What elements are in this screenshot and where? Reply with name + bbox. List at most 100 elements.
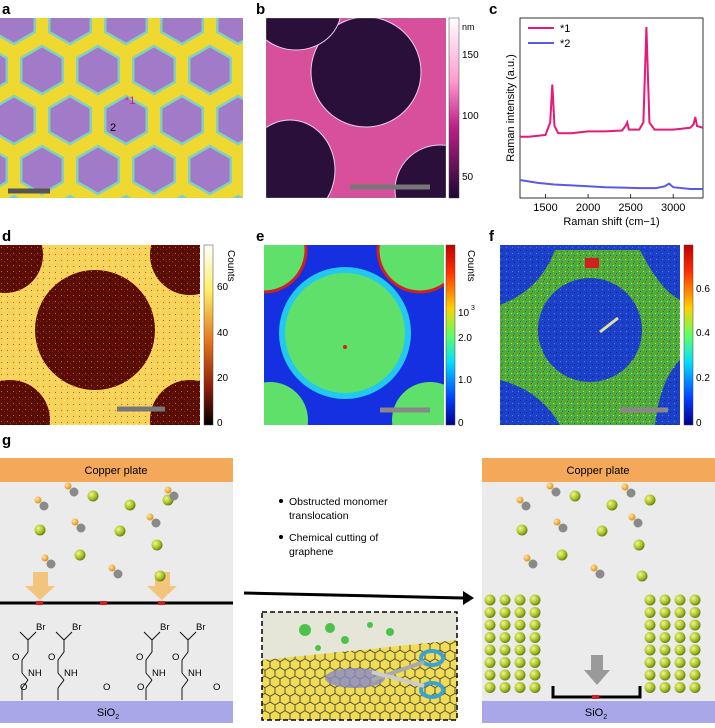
panel-label-e: e — [256, 228, 264, 245]
monomer-ball — [484, 619, 496, 631]
copper-plate — [0, 458, 233, 482]
panel-f-colorbar-tick: 0.2 — [696, 373, 710, 384]
monomer-ball — [689, 607, 701, 618]
monomer-ball — [529, 657, 541, 668]
orange-atom — [164, 486, 172, 494]
bond — [21, 651, 29, 661]
hex-hole — [131, 44, 177, 96]
orange-atom — [41, 554, 49, 562]
monomer-ball — [689, 657, 701, 668]
panel-label-a: a — [2, 1, 11, 18]
monomer-ball — [633, 539, 645, 551]
atom-label: O — [12, 652, 19, 663]
grey-atom — [151, 518, 161, 528]
monomer-ball — [514, 669, 526, 681]
grey-atom — [558, 523, 568, 533]
monomer-ball — [659, 644, 671, 656]
orange-atom — [546, 482, 554, 490]
hex-hole — [131, 144, 177, 196]
orange-atom — [590, 564, 598, 572]
hex-hole — [159, 18, 205, 46]
monomer-ball — [484, 682, 496, 693]
x-axis-label: Raman shift (cm−1) — [563, 216, 659, 228]
process-arrow — [243, 591, 464, 600]
monomer-ball — [514, 619, 526, 631]
hex-hole — [215, 18, 243, 46]
monomer-ball — [659, 669, 671, 681]
bond — [179, 631, 189, 641]
monomer-ball — [659, 632, 671, 643]
hex-hole — [232, 194, 243, 198]
panel-e-colorbar-tick: 10 — [458, 308, 470, 319]
monomer-ball — [659, 619, 671, 631]
initiator-molecule — [34, 496, 49, 511]
panel-g-right-schematic: Copper plate SiO2 — [482, 458, 715, 723]
bond — [145, 679, 153, 689]
monomer-ball — [499, 594, 511, 606]
atom-label: NH — [188, 668, 202, 679]
hex-hole — [0, 52, 9, 88]
initiator-molecule — [516, 496, 531, 511]
bond — [181, 679, 189, 689]
orange-atom — [628, 513, 636, 521]
initiator-structure: Br O NH — [172, 622, 206, 700]
orange-atom — [71, 518, 79, 526]
monomer-ball — [606, 499, 618, 511]
initiator-molecule — [523, 554, 538, 569]
sio2-substrate — [482, 701, 715, 723]
hex-hole — [120, 194, 132, 198]
panel-label-d: d — [2, 228, 11, 245]
hex-hole — [159, 94, 205, 146]
panel-f-colorbar-tick: 0.4 — [696, 328, 710, 339]
plot-frame — [519, 17, 704, 199]
panel-e-colorbar-tick: 2.0 — [458, 333, 472, 344]
panel-b-colorbar-unit: nm — [462, 22, 475, 32]
monomer-ball — [114, 525, 126, 537]
monomer-ball — [514, 594, 526, 606]
monomer-ball — [674, 607, 686, 618]
monomer-ball — [87, 490, 99, 502]
orange-atom — [553, 518, 561, 526]
monomer-ball — [514, 657, 526, 668]
panel-d-colorbar-tick: 20 — [217, 373, 229, 384]
panel-d-colorbar-tick: 40 — [217, 328, 229, 339]
legend-entry: *2 — [560, 38, 570, 50]
panel-a-point-1-label: *1 — [125, 95, 135, 107]
arrow-down-icon — [147, 572, 177, 600]
monomer-ball — [674, 594, 686, 606]
monomer-ball — [689, 632, 701, 643]
monomer-ball — [516, 524, 528, 536]
panel-d-colorbar-tick: 60 — [217, 282, 229, 293]
monomer-ball — [636, 570, 648, 582]
initiator-molecule — [108, 564, 123, 579]
hex-hole — [273, 196, 315, 244]
monomer-ball — [689, 644, 701, 656]
bond — [187, 631, 197, 641]
hex-hole — [19, 44, 65, 96]
panel-d-colorbar-tick: 0 — [217, 418, 223, 429]
bond — [19, 631, 29, 641]
hex-hole — [75, 44, 121, 96]
initiator-molecule — [41, 554, 56, 569]
monomer-ball — [34, 524, 46, 536]
monomer-ball — [644, 657, 656, 668]
monomer-ball — [644, 644, 656, 656]
series-line-2 — [519, 179, 703, 190]
panel-e-colorbar-tick: 1.0 — [458, 375, 472, 386]
monomer-ball — [74, 549, 86, 561]
monomer-ball — [644, 632, 656, 643]
monomer-ball — [644, 669, 656, 681]
panel-b-afm-image — [266, 18, 446, 198]
monomer-ball — [499, 644, 511, 656]
monomer-ball — [659, 594, 671, 606]
x-tick-label: 1500 — [533, 202, 557, 214]
hex-hole — [19, 144, 65, 196]
hex-hole — [75, 144, 121, 196]
grey-atom — [76, 523, 86, 533]
panel-e-colorbar-label: Counts — [465, 250, 476, 282]
orange-atom — [523, 554, 531, 562]
panel-e-colorbar-exponent: 3 — [471, 305, 475, 312]
hex-hole — [47, 94, 93, 146]
atom-label: O — [48, 652, 55, 663]
